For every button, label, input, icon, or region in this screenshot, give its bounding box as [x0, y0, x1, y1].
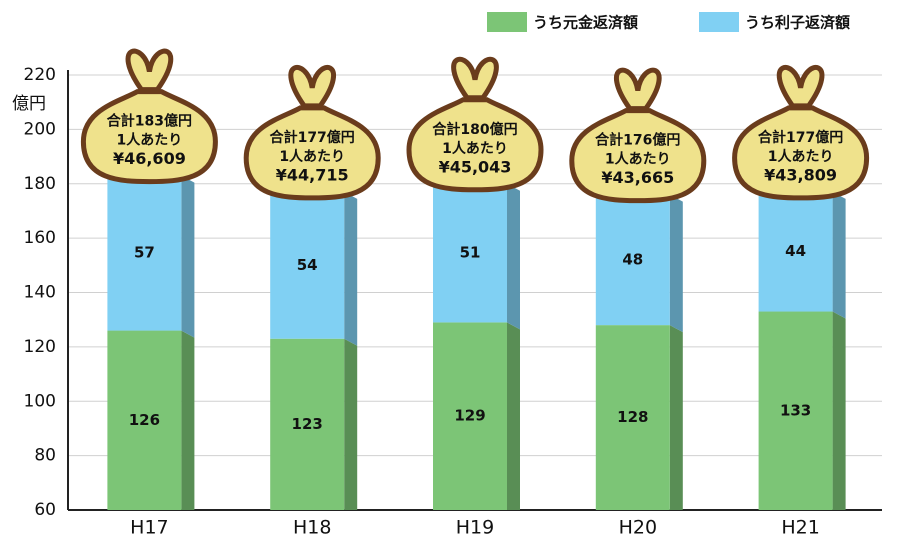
bag-text: ¥43,665: [601, 168, 674, 187]
bag-text: 1人あたり: [768, 148, 834, 165]
bag-loop: [128, 51, 171, 90]
value-label: 44: [785, 242, 806, 260]
y-tick-label: 140: [24, 283, 56, 303]
legend-label: うち元金返済額: [533, 14, 638, 32]
value-label: 57: [134, 244, 155, 262]
bar-side: [344, 339, 357, 510]
bar-side: [507, 322, 520, 510]
bag-text: 1人あたり: [117, 132, 183, 149]
unit-label: 億円: [12, 94, 46, 114]
y-tick-label: 80: [34, 446, 56, 466]
x-tick-label: H18: [293, 517, 331, 539]
bar-side: [344, 192, 357, 346]
bar-side: [833, 192, 846, 319]
bag-text: 合計176億円: [595, 132, 680, 149]
bag-text: 1人あたり: [442, 140, 508, 157]
bag-text: ¥44,715: [276, 165, 349, 184]
bar-side: [507, 184, 520, 330]
value-label: 126: [129, 411, 160, 429]
y-tick-label: 160: [24, 228, 56, 248]
value-label: 129: [454, 407, 485, 425]
y-tick-label: 120: [24, 337, 56, 357]
bag-text: ¥45,043: [439, 157, 512, 176]
y-tick-label: 220: [24, 65, 56, 85]
bag-loop: [454, 59, 497, 98]
bar-side: [670, 195, 683, 333]
bag-text: ¥46,609: [113, 149, 186, 168]
bag-text: 1人あたり: [279, 148, 345, 165]
y-tick-label: 100: [24, 391, 56, 411]
x-tick-label: H21: [781, 517, 819, 539]
x-tick-label: H17: [130, 517, 168, 539]
value-label: 133: [780, 401, 811, 419]
value-label: 128: [617, 408, 648, 426]
y-tick-label: 60: [34, 500, 56, 520]
bar-side: [833, 312, 846, 510]
x-tick-label: H19: [456, 517, 494, 539]
bar-side: [670, 325, 683, 510]
bag-text: 合計177億円: [270, 129, 355, 146]
bag-loop: [779, 67, 822, 106]
x-tick-label: H20: [619, 517, 657, 539]
legend-swatch: [699, 12, 739, 32]
legend-swatch: [487, 12, 527, 32]
bag-loop: [291, 67, 334, 106]
value-label: 48: [622, 250, 643, 268]
y-tick-label: 200: [24, 119, 56, 139]
value-label: 54: [297, 256, 318, 274]
legend-label: うち利子返済額: [745, 14, 850, 32]
bag-text: 合計180億円: [432, 121, 517, 138]
bag-loop: [616, 70, 659, 109]
bar-side: [181, 331, 194, 510]
value-label: 123: [292, 415, 323, 433]
bag-text: 合計177億円: [758, 129, 843, 146]
y-tick-label: 180: [24, 174, 56, 194]
bag-text: 1人あたり: [605, 151, 671, 168]
chart: 億円 60 80 100 120 140 160 180 200 220 うち元金返済額 うち利子返…: [0, 0, 899, 541]
bag-text: ¥43,809: [764, 165, 837, 184]
bar-side: [181, 176, 194, 338]
bag-text: 合計183億円: [107, 113, 192, 130]
value-label: 51: [460, 244, 481, 262]
